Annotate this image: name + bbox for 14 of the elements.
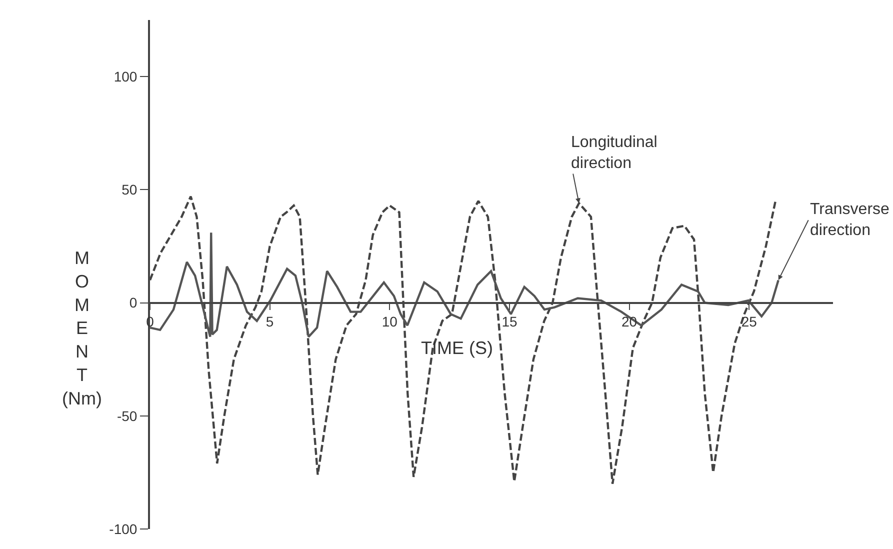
x-tick-label: 10 xyxy=(382,314,398,330)
y-axis-title: MOMENT (Nm) xyxy=(62,248,102,408)
x-tick-label: 25 xyxy=(741,314,758,330)
y-tick-label: -50 xyxy=(116,408,138,424)
x-tick-label: 5 xyxy=(266,314,274,330)
y-tick-label: -100 xyxy=(109,520,138,537)
x-tick-label: 15 xyxy=(502,314,518,330)
x-tick-label: 20 xyxy=(622,314,638,330)
annotation: Transverse direction xyxy=(810,201,890,239)
y-tick-label: 0 xyxy=(129,294,138,311)
annotation: Longitudinal direction xyxy=(571,134,658,172)
y-tick-label: 50 xyxy=(122,182,138,198)
y-tick-label: 100 xyxy=(114,68,138,84)
x-axis-title: TIME (S) xyxy=(421,338,493,358)
